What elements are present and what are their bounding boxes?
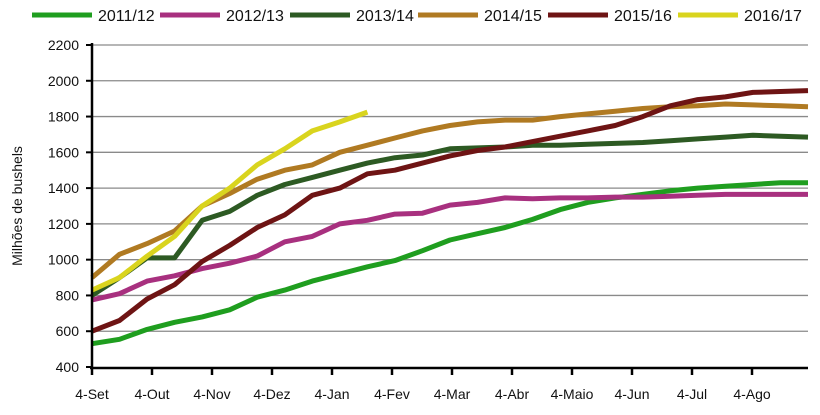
x-tick-label: 4-Set <box>75 386 109 402</box>
y-axis-ticks: 400 600 800 1000 1200 1400 1600 1800 2000 2200 <box>48 37 92 375</box>
y-axis-label: Milhões de bushels <box>9 146 25 266</box>
y-tick-label: 2200 <box>48 37 79 53</box>
legend-label: 2016/17 <box>744 8 802 25</box>
x-tick-label: 4-Mar <box>434 386 471 402</box>
y-tick-label: 1800 <box>48 109 79 125</box>
series-line-2014-15 <box>90 101 809 280</box>
series-line-2013-14 <box>90 132 809 298</box>
x-tick-label: 4-Jun <box>614 386 649 402</box>
legend: 2011/12 2012/13 2013/14 2014/15 2015/16 2016/… <box>32 8 802 25</box>
legend-label: 2015/16 <box>614 8 672 25</box>
x-axis-ticks: 4-Set 4-Out 4-Nov 4-Dez 4-Jan 4-Fev 4-Mar 4-Abr… <box>75 368 771 402</box>
gridlines <box>92 44 808 332</box>
x-tick-label: 4-Ago <box>733 386 771 402</box>
x-tick-label: 4-Out <box>134 386 169 402</box>
legend-item: 2014/15 <box>418 8 542 25</box>
x-tick-label: 4-Maio <box>551 386 594 402</box>
y-tick-label: 800 <box>56 287 80 303</box>
y-tick-label: 1000 <box>48 252 79 268</box>
y-tick-label: 600 <box>56 323 80 339</box>
x-tick-label: 4-Jul <box>677 386 707 402</box>
legend-item: 2012/13 <box>160 8 284 25</box>
legend-item: 2011/12 <box>32 8 155 25</box>
legend-label: 2013/14 <box>356 8 414 25</box>
series-line-2012-13 <box>91 191 808 303</box>
y-tick-label: 1400 <box>48 180 79 196</box>
legend-item: 2016/17 <box>678 8 802 25</box>
series-line-2011-12 <box>91 180 808 347</box>
series-line-2016-17 <box>90 109 369 293</box>
legend-label: 2012/13 <box>226 8 284 25</box>
y-tick-label: 400 <box>56 359 80 375</box>
y-tick-label: 1200 <box>48 216 79 232</box>
x-tick-label: 4-Jan <box>314 386 349 402</box>
x-tick-label: 4-Abr <box>495 386 530 402</box>
x-tick-label: 4-Nov <box>193 386 230 402</box>
series-line-2015-16 <box>91 88 809 334</box>
legend-item: 2015/16 <box>548 8 672 25</box>
y-tick-label: 1600 <box>48 144 79 160</box>
y-tick-label: 2000 <box>48 73 79 89</box>
x-tick-label: 4-Fev <box>374 386 410 402</box>
x-tick-label: 4-Dez <box>253 386 290 402</box>
series-lines <box>90 88 809 347</box>
legend-item: 2013/14 <box>290 8 414 25</box>
legend-label: 2014/15 <box>484 8 542 25</box>
legend-label: 2011/12 <box>98 8 155 25</box>
